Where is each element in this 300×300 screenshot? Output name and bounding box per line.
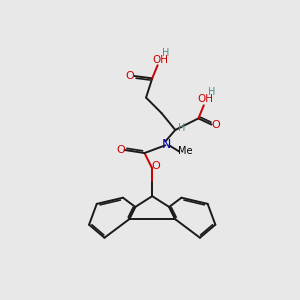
Text: Me: Me xyxy=(178,146,193,157)
Text: O: O xyxy=(151,161,160,171)
Text: H: H xyxy=(178,123,185,133)
Text: O: O xyxy=(211,119,220,130)
Text: H: H xyxy=(162,48,169,58)
Text: OH: OH xyxy=(153,55,169,65)
Text: O: O xyxy=(116,145,125,155)
Text: H: H xyxy=(208,87,215,97)
Text: OH: OH xyxy=(197,94,213,104)
Text: N: N xyxy=(162,138,172,151)
Text: O: O xyxy=(125,71,134,81)
